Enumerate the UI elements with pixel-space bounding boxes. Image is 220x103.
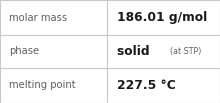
Text: solid: solid xyxy=(117,45,158,58)
Text: 186.01 g/mol: 186.01 g/mol xyxy=(117,11,207,24)
Text: molar mass: molar mass xyxy=(9,12,67,23)
Text: (at STP): (at STP) xyxy=(170,47,201,56)
Text: phase: phase xyxy=(9,46,39,57)
Text: melting point: melting point xyxy=(9,80,75,91)
Text: 227.5 °C: 227.5 °C xyxy=(117,79,175,92)
